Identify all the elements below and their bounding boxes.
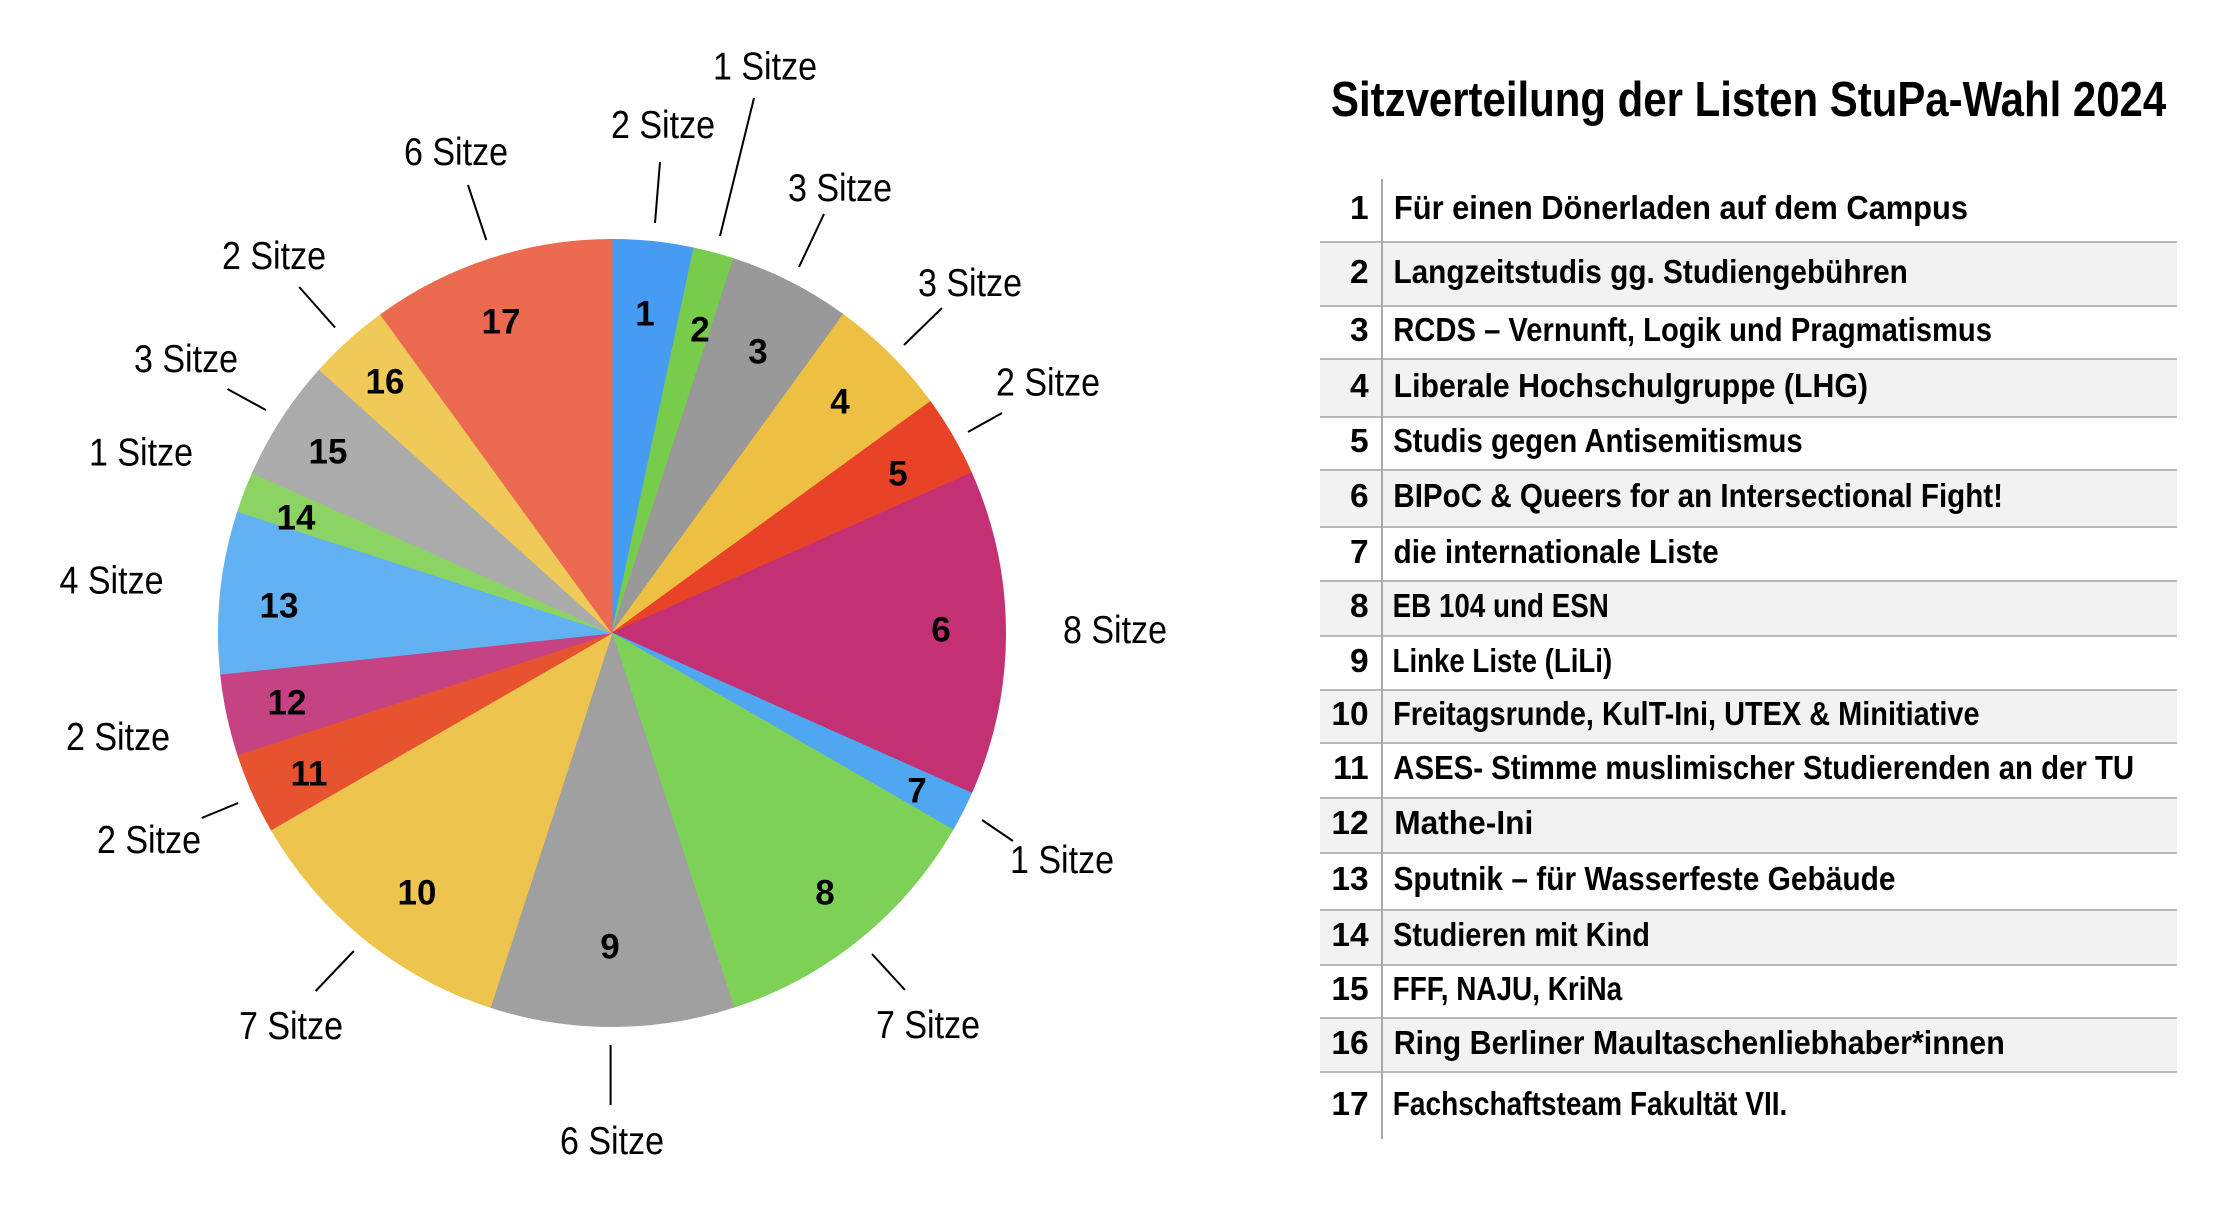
svg-text:3: 3 [748, 333, 767, 372]
svg-text:12: 12 [268, 684, 307, 723]
svg-text:2 Sitze: 2 Sitze [222, 235, 326, 278]
svg-text:4 Sitze: 4 Sitze [60, 559, 164, 602]
svg-text:8 Sitze: 8 Sitze [1063, 609, 1167, 652]
svg-text:9: 9 [600, 928, 619, 967]
svg-text:2 Sitze: 2 Sitze [996, 361, 1100, 404]
svg-text:8: 8 [815, 874, 834, 913]
svg-text:2 Sitze: 2 Sitze [97, 819, 201, 862]
svg-text:17: 17 [482, 303, 521, 342]
svg-text:1 Sitze: 1 Sitze [713, 45, 817, 88]
svg-text:2 Sitze: 2 Sitze [66, 716, 170, 759]
svg-text:6: 6 [931, 611, 950, 650]
svg-text:16: 16 [366, 363, 405, 402]
svg-text:7: 7 [907, 772, 926, 811]
svg-text:5: 5 [888, 455, 907, 494]
svg-text:6 Sitze: 6 Sitze [404, 131, 508, 174]
svg-text:1: 1 [635, 295, 654, 334]
svg-text:3 Sitze: 3 Sitze [918, 262, 1022, 305]
svg-text:2 Sitze: 2 Sitze [611, 104, 715, 147]
svg-text:11: 11 [291, 755, 328, 794]
svg-text:7 Sitze: 7 Sitze [876, 1004, 980, 1047]
svg-text:6 Sitze: 6 Sitze [560, 1120, 664, 1163]
svg-text:13: 13 [260, 587, 299, 626]
svg-text:2: 2 [690, 311, 709, 350]
svg-text:14: 14 [277, 499, 316, 538]
svg-text:3 Sitze: 3 Sitze [788, 167, 892, 210]
svg-text:10: 10 [398, 874, 437, 913]
svg-text:15: 15 [309, 433, 348, 472]
svg-text:7 Sitze: 7 Sitze [239, 1005, 343, 1048]
svg-text:4: 4 [830, 383, 850, 422]
svg-text:1 Sitze: 1 Sitze [1010, 839, 1114, 882]
svg-text:3 Sitze: 3 Sitze [134, 338, 238, 381]
svg-text:1 Sitze: 1 Sitze [89, 431, 193, 474]
